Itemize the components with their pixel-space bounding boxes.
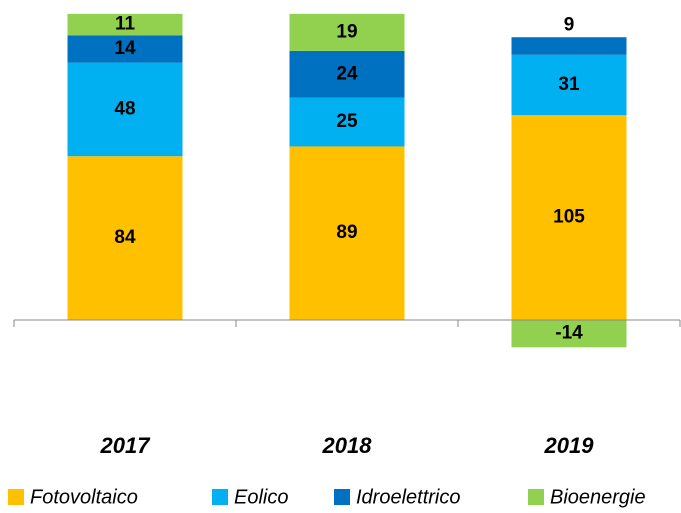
legend-label: Fotovoltaico bbox=[30, 486, 138, 508]
bar-segment bbox=[67, 35, 183, 63]
legend-swatch bbox=[8, 489, 24, 505]
legend-label: Bioenergie bbox=[550, 486, 646, 508]
data-label: 14 bbox=[114, 38, 136, 59]
legend-swatch bbox=[528, 489, 544, 505]
data-label: 105 bbox=[553, 207, 585, 228]
bar-segment bbox=[289, 13, 405, 51]
data-label: 89 bbox=[336, 222, 357, 243]
data-label: 31 bbox=[558, 74, 580, 95]
bar-segment bbox=[511, 115, 627, 320]
bar-segment bbox=[511, 37, 627, 55]
bar-segment bbox=[67, 62, 183, 157]
data-label: 19 bbox=[336, 21, 357, 42]
bar-segment bbox=[511, 54, 627, 116]
x-tick-label: 2017 bbox=[100, 433, 152, 458]
legend-label: Idroelettrico bbox=[356, 486, 461, 508]
data-label: 9 bbox=[564, 14, 575, 35]
bar-segment bbox=[289, 97, 405, 147]
bar-segment bbox=[67, 13, 183, 36]
data-label: 48 bbox=[114, 98, 135, 119]
legend-swatch bbox=[212, 489, 228, 505]
legend-swatch bbox=[334, 489, 350, 505]
legend-label: Eolico bbox=[234, 486, 288, 508]
x-tick-label: 2019 bbox=[544, 433, 595, 458]
x-tick-label: 2018 bbox=[322, 433, 373, 458]
data-label: 24 bbox=[336, 63, 358, 84]
data-label: 25 bbox=[336, 111, 358, 132]
data-label: 11 bbox=[115, 14, 136, 35]
bar-segment bbox=[289, 50, 405, 98]
data-label: -14 bbox=[555, 323, 583, 344]
bar-segment bbox=[511, 320, 627, 348]
bar-segment bbox=[289, 146, 405, 320]
data-label: 84 bbox=[114, 227, 136, 248]
bar-segment bbox=[67, 156, 183, 320]
